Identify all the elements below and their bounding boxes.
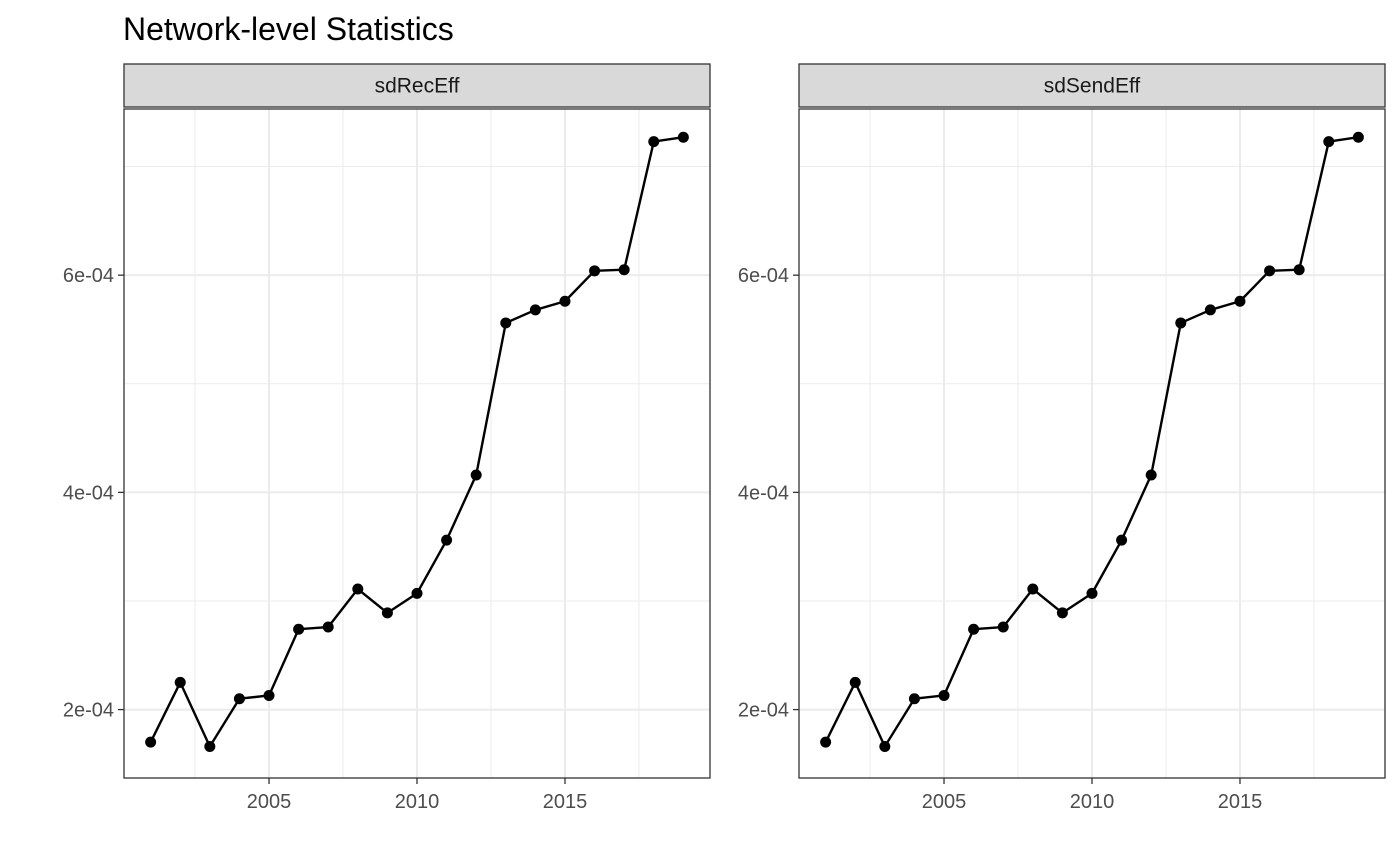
x-tick-label: 2010 (1070, 791, 1115, 813)
data-point (1264, 265, 1276, 277)
data-point (820, 736, 832, 748)
data-point (938, 689, 950, 701)
chart-title: Network-level Statistics (123, 11, 454, 47)
data-point (1116, 534, 1128, 546)
data-point (997, 621, 1009, 633)
x-tick-label: 2005 (922, 791, 967, 813)
y-tick-label: 4e-04 (63, 482, 114, 504)
data-point (1056, 607, 1068, 619)
data-point (1027, 583, 1039, 595)
data-point (529, 304, 541, 316)
data-point (1293, 264, 1305, 276)
y-tick-label: 4e-04 (738, 482, 789, 504)
data-point (648, 136, 660, 148)
x-tick-label: 2010 (395, 791, 440, 813)
data-point (1086, 587, 1098, 599)
data-point (322, 621, 334, 633)
data-point (559, 295, 571, 307)
data-point (1145, 469, 1157, 481)
y-tick-label: 2e-04 (738, 700, 789, 722)
data-point (589, 265, 601, 277)
data-point (470, 469, 482, 481)
data-point (233, 693, 245, 705)
data-point (1352, 131, 1364, 143)
data-point (293, 623, 305, 635)
data-point (174, 676, 186, 688)
panel-strip-label: sdSendEff (1044, 75, 1141, 98)
data-point (500, 317, 512, 329)
y-tick-label: 6e-04 (63, 265, 114, 287)
data-point (145, 736, 157, 748)
data-point (1204, 304, 1216, 316)
data-point (204, 741, 216, 753)
y-tick-label: 2e-04 (63, 700, 114, 722)
data-point (968, 623, 980, 635)
data-point (263, 689, 275, 701)
x-tick-label: 2005 (247, 791, 292, 813)
data-point (677, 131, 689, 143)
panel-sdRecEff: sdRecEff 2005 2010 2015 2e-04 4e-04 6e-04 (63, 63, 711, 813)
data-point (879, 741, 891, 753)
panel-sdSendEff: sdSendEff 2005 2010 2015 2e-04 4e-04 6e-04 (738, 63, 1386, 813)
data-point (849, 676, 861, 688)
data-point (381, 607, 393, 619)
data-point (1234, 295, 1246, 307)
data-point (908, 693, 920, 705)
data-point (618, 264, 630, 276)
data-point (352, 583, 364, 595)
x-tick-label: 2015 (543, 791, 588, 813)
data-point (441, 534, 453, 546)
x-tick-label: 2015 (1218, 791, 1263, 813)
data-point (1323, 136, 1335, 148)
data-point (1175, 317, 1187, 329)
panel-strip-label: sdRecEff (375, 75, 460, 98)
y-tick-label: 6e-04 (738, 265, 789, 287)
data-point (411, 587, 423, 599)
panel-strip (123, 63, 711, 108)
panel-strip (798, 63, 1386, 108)
